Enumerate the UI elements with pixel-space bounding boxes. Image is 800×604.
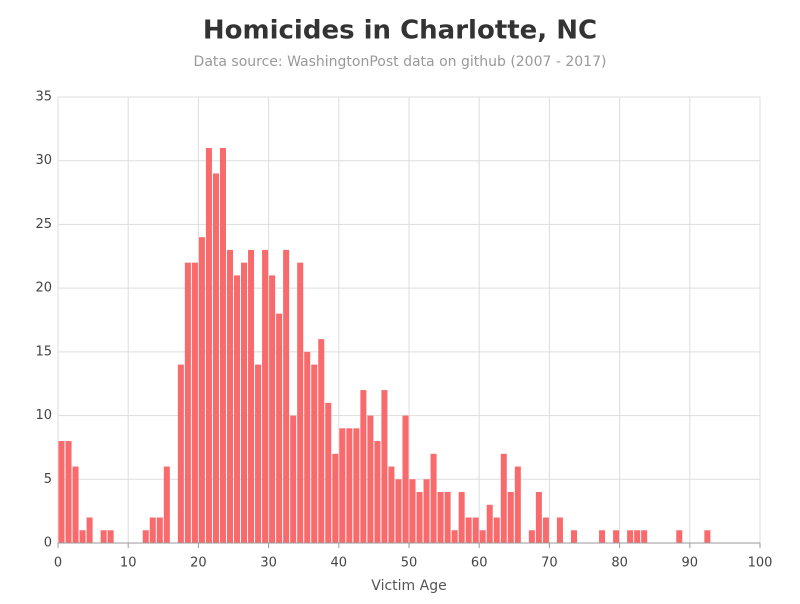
- y-tick-label: 25: [35, 217, 52, 232]
- bar: [634, 530, 641, 543]
- bar: [198, 237, 205, 543]
- bar: [479, 530, 486, 543]
- bar: [486, 504, 493, 543]
- y-tick-label: 5: [44, 472, 52, 487]
- bar: [458, 492, 465, 543]
- y-tick-label: 0: [44, 536, 52, 551]
- y-tick-label: 20: [35, 281, 52, 296]
- bar: [416, 492, 423, 543]
- bar: [297, 262, 304, 543]
- bar: [542, 517, 549, 543]
- bar: [437, 492, 444, 543]
- bar: [676, 530, 683, 543]
- x-tick-label: 90: [682, 556, 699, 571]
- x-tick-label: 20: [190, 556, 207, 571]
- bar: [290, 415, 297, 543]
- bar: [177, 364, 184, 543]
- bar: [255, 364, 262, 543]
- bar: [641, 530, 648, 543]
- bar: [262, 249, 269, 543]
- x-tick-label: 60: [471, 556, 488, 571]
- bar: [72, 466, 79, 543]
- bar: [100, 530, 107, 543]
- bar: [156, 517, 163, 543]
- bar: [423, 479, 430, 543]
- bar: [374, 441, 381, 543]
- bar: [360, 390, 367, 543]
- bar: [570, 530, 577, 543]
- bar: [149, 517, 156, 543]
- bar: [353, 428, 360, 543]
- bar: [507, 492, 514, 543]
- x-tick-label: 50: [401, 556, 418, 571]
- bar: [325, 402, 332, 543]
- bar: [465, 517, 472, 543]
- bar: [212, 173, 219, 543]
- bar: [163, 466, 170, 543]
- bar: [219, 147, 226, 543]
- bar: [304, 351, 311, 543]
- bar: [381, 390, 388, 543]
- bar: [535, 492, 542, 543]
- bar: [556, 517, 563, 543]
- y-tick-label: 30: [35, 153, 52, 168]
- bar: [191, 262, 198, 543]
- bar: [367, 415, 374, 543]
- bar: [493, 517, 500, 543]
- bar: [276, 313, 283, 543]
- chart-subtitle: Data source: WashingtonPost data on gith…: [194, 54, 607, 70]
- bar: [627, 530, 634, 543]
- x-tick-label: 10: [120, 556, 137, 571]
- x-tick-label: 70: [541, 556, 558, 571]
- bar: [234, 275, 241, 543]
- bar: [339, 428, 346, 543]
- bar: [269, 275, 276, 543]
- bar: [402, 415, 409, 543]
- x-tick-label: 0: [54, 556, 62, 571]
- bar: [248, 249, 255, 543]
- x-tick-label: 30: [260, 556, 277, 571]
- y-tick-label: 10: [35, 408, 52, 423]
- bar: [430, 453, 437, 543]
- bar: [107, 530, 114, 543]
- bar: [86, 517, 93, 543]
- bar: [205, 147, 212, 543]
- bar: [500, 453, 507, 543]
- bar: [613, 530, 620, 543]
- bar: [444, 492, 451, 543]
- chart-title: Homicides in Charlotte, NC: [203, 16, 597, 46]
- x-axis-label: Victim Age: [371, 578, 446, 594]
- bar: [346, 428, 353, 543]
- bar: [283, 249, 290, 543]
- bar: [332, 453, 339, 543]
- bar: [388, 466, 395, 543]
- bar: [395, 479, 402, 543]
- bar: [599, 530, 606, 543]
- bar: [472, 517, 479, 543]
- x-tick-label: 80: [611, 556, 628, 571]
- bar: [514, 466, 521, 543]
- bar: [318, 339, 325, 543]
- bar: [79, 530, 86, 543]
- x-tick-label: 100: [748, 556, 773, 571]
- y-tick-label: 15: [35, 344, 52, 359]
- bar: [184, 262, 191, 543]
- bar: [226, 249, 233, 543]
- bar: [311, 364, 318, 543]
- x-tick-label: 40: [331, 556, 348, 571]
- bar: [704, 530, 711, 543]
- bar: [65, 441, 72, 543]
- bar: [451, 530, 458, 543]
- bar: [409, 479, 416, 543]
- bar: [528, 530, 535, 543]
- y-tick-label: 35: [35, 90, 52, 105]
- bar: [142, 530, 149, 543]
- bar: [241, 262, 248, 543]
- bar: [58, 441, 65, 543]
